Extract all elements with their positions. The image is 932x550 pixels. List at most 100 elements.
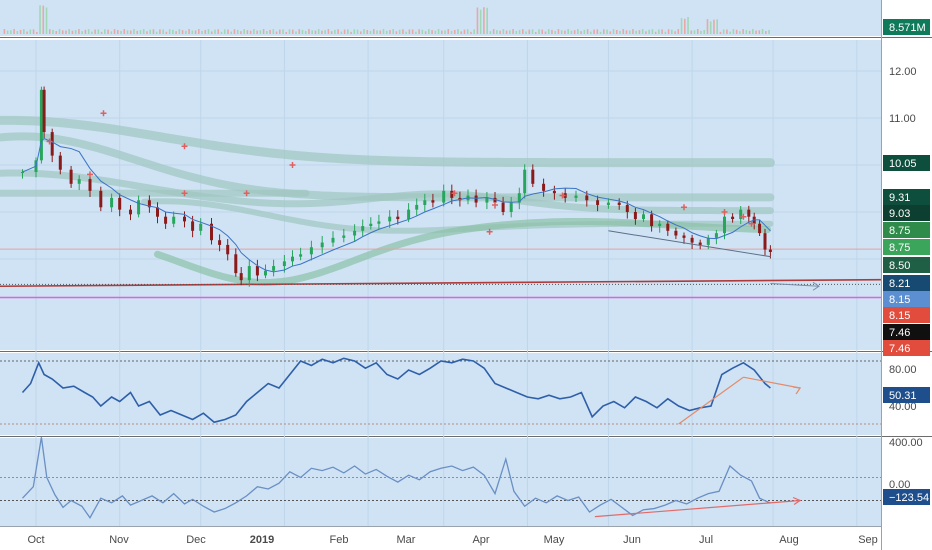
- candle-body: [650, 214, 654, 227]
- time-tick-label: Nov: [109, 534, 129, 546]
- candle-body: [485, 197, 489, 203]
- volume-bar: [690, 30, 693, 34]
- candle-body: [698, 242, 702, 245]
- price-badge-bg: [883, 291, 930, 307]
- volume-bar: [29, 29, 32, 34]
- volume-bar: [42, 5, 45, 34]
- candle-body: [596, 200, 600, 205]
- volume-bar: [444, 30, 446, 34]
- volume-bar: [486, 7, 488, 34]
- candle-body: [739, 209, 743, 220]
- volume-bar: [272, 29, 275, 34]
- volume-bar: [696, 29, 699, 34]
- volume-bar: [635, 30, 637, 34]
- volume-bar: [162, 29, 164, 34]
- candle-body: [747, 209, 751, 217]
- volume-bar: [136, 30, 139, 34]
- volume-bar: [768, 29, 770, 34]
- volume-bar: [470, 31, 472, 34]
- time-axis[interactable]: [0, 526, 881, 550]
- volume-bar: [693, 30, 696, 34]
- volume-bar: [450, 30, 453, 34]
- axis-labels: 8.571M12.0011.0010.0010.059.319.038.758.…: [27, 19, 930, 546]
- oscillator-1-series: [0, 357, 881, 425]
- price-badge: 8.75: [889, 242, 910, 254]
- volume-bar: [758, 30, 761, 34]
- candle-body: [493, 197, 497, 203]
- volume-bar: [531, 29, 534, 34]
- candle-body: [415, 204, 419, 210]
- cross-marker: [46, 138, 53, 145]
- volume-bar: [735, 29, 738, 34]
- volume-bar: [204, 29, 207, 34]
- volume-bar: [684, 18, 686, 34]
- oscillator-2-series: [0, 437, 881, 519]
- cross-marker: [243, 190, 250, 197]
- candle-body: [21, 172, 24, 174]
- volume-bar: [382, 29, 385, 34]
- volume-bar: [745, 30, 748, 34]
- volume-bar: [10, 30, 12, 34]
- volume-bar: [389, 30, 391, 34]
- candle-body: [574, 195, 578, 198]
- candle-body: [39, 89, 43, 161]
- osc1-trendline: [678, 376, 744, 425]
- volume-bar: [615, 29, 618, 34]
- volume-bar: [476, 7, 479, 34]
- volume-bar: [314, 30, 317, 34]
- volume-bar: [719, 31, 722, 34]
- volume-bar: [502, 29, 505, 34]
- volume-bar: [227, 29, 229, 34]
- volume-bar: [52, 29, 54, 34]
- volume-bar: [301, 29, 304, 34]
- candle-body: [156, 207, 159, 217]
- band-u: [154, 217, 772, 286]
- osc1-badge: 50.31: [889, 390, 917, 402]
- time-tick-label: Mar: [397, 534, 416, 546]
- volume-bar: [337, 29, 339, 34]
- volume-bar: [149, 29, 151, 34]
- candle-body: [768, 249, 772, 252]
- volume-bar: [706, 19, 709, 34]
- price-badge: 9.31: [889, 192, 910, 204]
- volume-badge: 8.571M: [889, 22, 926, 34]
- candle-body: [509, 202, 513, 212]
- volume-bar: [489, 31, 492, 34]
- cross-marker: [100, 110, 107, 117]
- volume-bar: [285, 31, 288, 34]
- volume-bar: [729, 31, 731, 34]
- volume-bar: [246, 30, 249, 34]
- candle-body: [42, 89, 46, 133]
- volume-bar: [207, 29, 210, 34]
- cross-marker: [451, 190, 458, 197]
- price-badge: 8.15: [889, 310, 910, 322]
- volume-bar: [395, 31, 398, 34]
- candle-body: [88, 179, 92, 191]
- volume-bar: [81, 31, 83, 34]
- cross-marker: [740, 213, 747, 220]
- volume-bar: [473, 29, 475, 34]
- osc1-tick-label: 80.00: [889, 364, 917, 376]
- oscillator-2-panel[interactable]: [0, 438, 881, 526]
- volume-bar: [356, 29, 359, 34]
- candle-body: [617, 202, 621, 205]
- volume-bar: [463, 29, 466, 34]
- volume-bar: [577, 29, 579, 34]
- time-tick-label: 2019: [250, 534, 274, 546]
- candle-body: [606, 202, 610, 205]
- volume-bar: [129, 30, 132, 34]
- volume-bar: [110, 31, 113, 34]
- volume-bar: [146, 31, 148, 34]
- volume-bar: [269, 29, 271, 34]
- volume-bar: [590, 31, 592, 34]
- volume-bar: [340, 31, 343, 34]
- candle-body: [147, 200, 151, 208]
- candle-body: [234, 254, 238, 274]
- volume-panel[interactable]: [0, 0, 881, 36]
- candle-body: [183, 216, 186, 222]
- time-tick-label: Oct: [27, 534, 44, 546]
- volume-bar: [645, 31, 647, 34]
- candle-body: [291, 256, 294, 262]
- price-series: [0, 86, 882, 299]
- volume-bar: [522, 29, 524, 34]
